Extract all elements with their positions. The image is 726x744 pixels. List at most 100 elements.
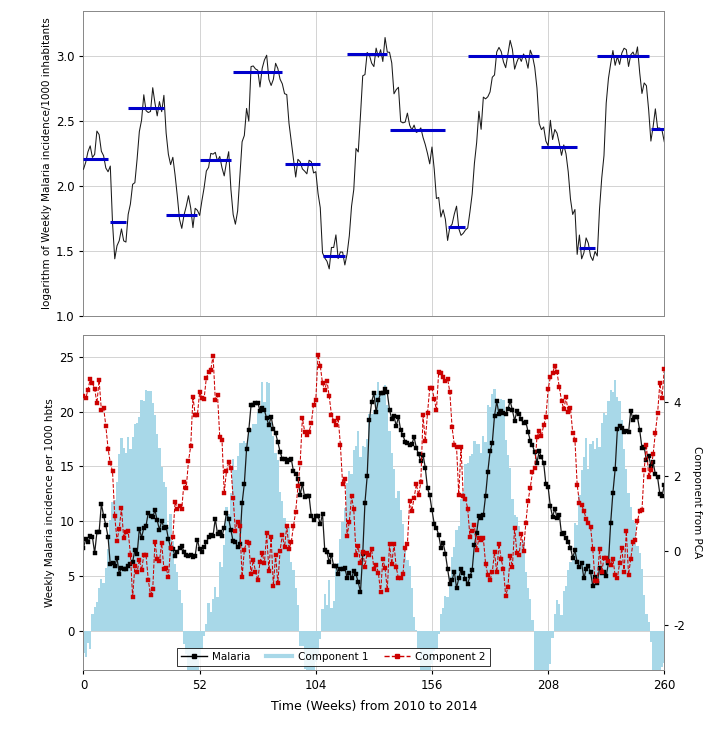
Bar [634, 522, 637, 631]
Bar [560, 615, 563, 631]
Bar [489, 407, 492, 631]
Bar [407, 559, 409, 631]
Bar [527, 588, 529, 631]
Bar [632, 520, 634, 631]
Bar [641, 569, 643, 631]
Bar [446, 597, 449, 631]
Bar [413, 617, 415, 631]
Bar [198, 631, 201, 659]
Bar [154, 414, 156, 631]
Bar [531, 620, 534, 631]
Bar [167, 527, 169, 631]
Bar [114, 500, 116, 631]
Bar [608, 401, 610, 631]
Bar [337, 562, 339, 631]
Bar [102, 583, 105, 631]
Bar [181, 603, 183, 631]
Bar [536, 631, 538, 676]
Bar [174, 564, 176, 631]
Bar [221, 568, 223, 631]
Bar [471, 454, 473, 631]
Bar [378, 382, 380, 631]
Bar [600, 423, 603, 631]
Y-axis label: Component from PCA: Component from PCA [692, 446, 702, 558]
Bar [658, 631, 661, 691]
Bar [176, 572, 179, 631]
Bar [621, 420, 623, 631]
Bar [283, 518, 285, 631]
Bar [486, 405, 489, 631]
Bar [598, 447, 600, 631]
Bar [214, 587, 216, 631]
Bar [417, 631, 420, 647]
Bar [513, 515, 515, 631]
Bar [627, 493, 629, 631]
Bar [480, 453, 482, 631]
Bar [563, 591, 565, 631]
Bar [348, 471, 351, 631]
Bar [502, 400, 505, 631]
Bar [243, 441, 245, 631]
Bar [614, 380, 616, 631]
Bar [341, 522, 343, 631]
Bar [507, 455, 509, 631]
Bar [111, 502, 114, 631]
Bar [451, 557, 453, 631]
Bar [397, 492, 399, 631]
Bar [605, 414, 608, 631]
Bar [143, 401, 145, 631]
Bar [399, 510, 401, 631]
Bar [335, 565, 337, 631]
Bar [281, 501, 283, 631]
Bar [194, 631, 196, 683]
Bar [303, 631, 306, 669]
Bar [460, 499, 462, 631]
Bar [440, 615, 442, 631]
Bar [355, 446, 357, 631]
Bar [270, 422, 272, 631]
Bar [498, 402, 500, 631]
Bar [616, 397, 619, 631]
Bar [436, 631, 438, 650]
Bar [172, 541, 174, 631]
Bar [518, 526, 521, 631]
Bar [156, 434, 158, 631]
Legend: Malaria, Component 1, Component 2: Malaria, Component 1, Component 2 [177, 648, 489, 666]
Bar [201, 631, 203, 650]
Bar [98, 588, 100, 631]
Bar [453, 547, 455, 631]
Bar [96, 602, 98, 631]
Bar [610, 390, 612, 631]
Bar [308, 631, 310, 690]
Bar [565, 586, 567, 631]
Bar [285, 528, 288, 631]
Bar [359, 457, 362, 631]
Bar [234, 469, 237, 631]
Bar [185, 631, 187, 654]
Bar [322, 609, 324, 631]
Bar [169, 514, 172, 631]
Bar [590, 443, 592, 631]
Bar [478, 444, 480, 631]
Bar [457, 526, 460, 631]
Bar [596, 437, 598, 631]
Bar [391, 453, 393, 631]
Bar [550, 631, 552, 664]
Bar [505, 440, 507, 631]
Bar [225, 507, 227, 631]
Bar [500, 399, 502, 631]
Bar [523, 540, 525, 631]
Bar [433, 631, 436, 651]
Bar [179, 590, 181, 631]
Bar [368, 414, 370, 631]
Bar [469, 456, 471, 631]
Bar [268, 382, 270, 631]
Bar [288, 527, 290, 631]
Bar [462, 492, 465, 631]
Bar [386, 405, 388, 631]
Bar [556, 600, 558, 631]
Bar [629, 507, 632, 631]
Bar [328, 580, 330, 631]
Bar [420, 631, 422, 679]
Bar [619, 401, 621, 631]
